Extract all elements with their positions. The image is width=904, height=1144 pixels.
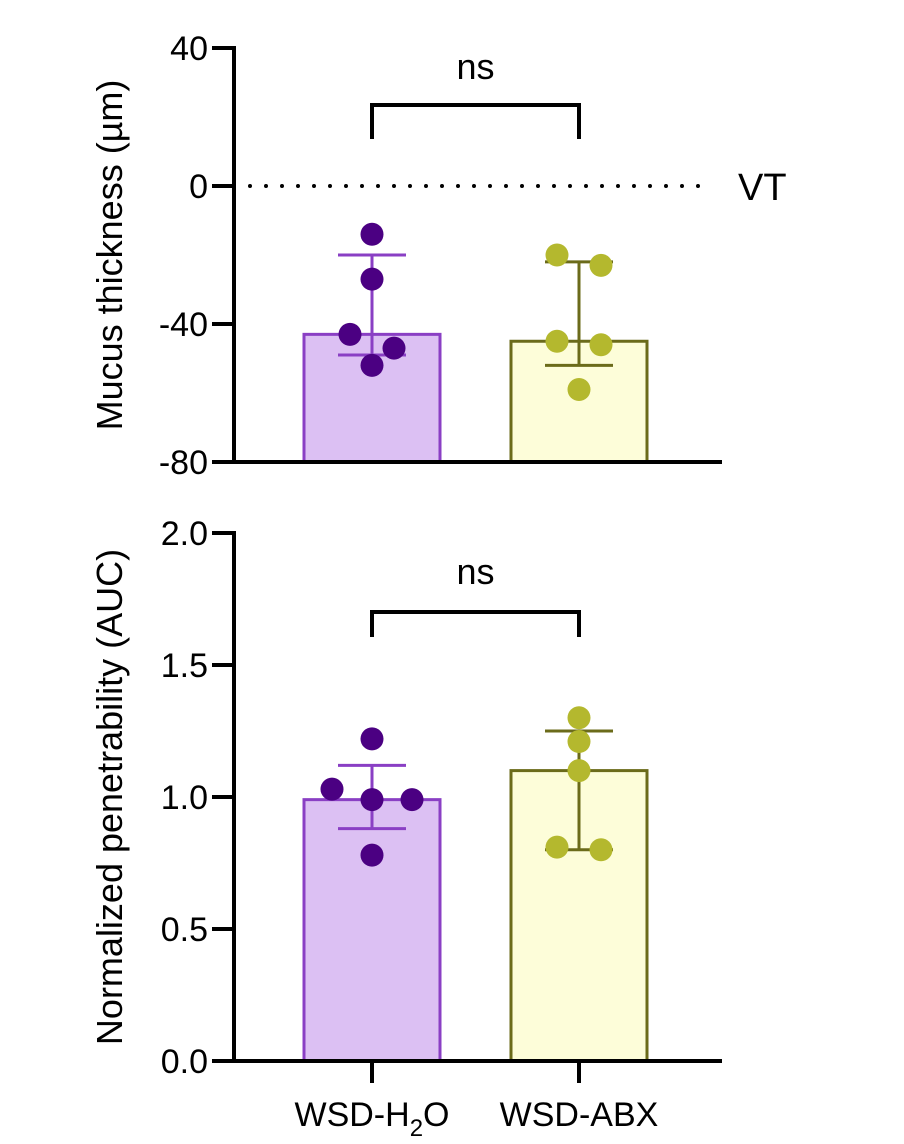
data-point: [567, 759, 591, 783]
data-point: [567, 730, 591, 754]
data-point: [360, 788, 384, 812]
data-point: [545, 243, 569, 267]
data-point: [567, 378, 591, 402]
category-label: WSD-ABX: [500, 1096, 659, 1134]
data-point: [360, 222, 384, 246]
top-chart-panel: 40 0 -40 -80 VT ns Mucus thickness (µm): [89, 30, 787, 482]
bottom-chart-panel: 2.0 1.5 1.0 0.5 0.0 WSD-H2O WSD-ABX ns Normalize…: [89, 515, 722, 1142]
significance-label: ns: [456, 551, 494, 592]
category-label: WSD-H2O: [294, 1096, 449, 1142]
significance-bracket: [370, 610, 581, 637]
data-point: [360, 353, 384, 377]
bar-wsd-h2o: [302, 798, 442, 1063]
data-point: [589, 838, 613, 862]
y-tick-label: -80: [159, 444, 208, 482]
significance-bracket: [370, 103, 581, 139]
data-point: [382, 336, 406, 360]
category-label-main: WSD-ABX: [500, 1096, 659, 1134]
y-tick-label: 40: [170, 30, 208, 68]
data-point: [589, 253, 613, 277]
y-tick-label: 1.0: [161, 779, 208, 817]
y-tick-label: 0.0: [161, 1043, 208, 1081]
y-tick-label: 0.5: [161, 911, 208, 949]
data-point: [589, 333, 613, 357]
y-tick-label: -40: [159, 306, 208, 344]
data-point: [545, 329, 569, 353]
category-label-main: WSD-H: [294, 1096, 409, 1134]
significance-label: ns: [456, 46, 494, 87]
y-tick-label: 2.0: [161, 515, 208, 553]
category-label-subscript: 2: [410, 1115, 423, 1142]
data-point: [400, 788, 424, 812]
reference-line-label: VT: [738, 167, 787, 209]
data-point: [320, 777, 344, 801]
y-tick-label: 1.5: [161, 647, 208, 685]
data-point: [338, 322, 362, 346]
y-axis-label: Normalized penetrability (AUC): [89, 549, 130, 1045]
y-axis-label: Mucus thickness (µm): [89, 80, 130, 431]
data-point: [545, 835, 569, 859]
data-point: [360, 727, 384, 751]
y-tick-label: 0: [189, 168, 208, 206]
category-label-tail: O: [423, 1096, 449, 1134]
data-point: [567, 706, 591, 730]
data-point: [360, 267, 384, 291]
data-point: [360, 843, 384, 867]
